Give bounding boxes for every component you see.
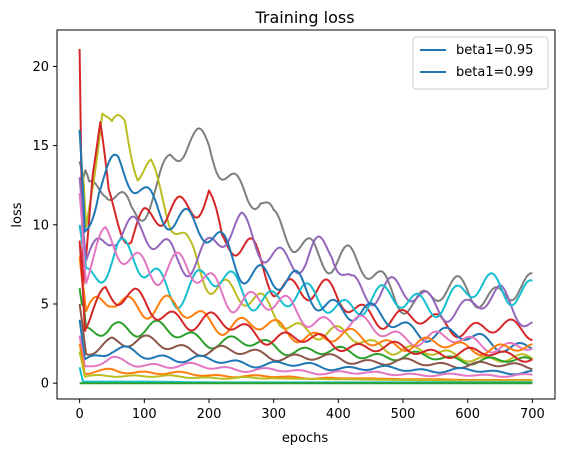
series-line	[78, 224, 533, 318]
x-axis-label: epochs	[282, 431, 329, 446]
legend-entry-label: beta1=0.95	[456, 43, 533, 58]
series-line	[78, 127, 533, 315]
x-axis-ticks: 0 100 200 300 400 500 600 700	[75, 399, 545, 422]
series-line	[78, 177, 533, 328]
x-tick-label: 100	[132, 407, 157, 422]
x-tick-label: 200	[197, 407, 222, 422]
y-axis-ticks: 0 5 10 15 20	[32, 60, 57, 392]
y-tick-label: 20	[32, 60, 49, 75]
series-line	[78, 129, 533, 353]
plot-frame	[56, 29, 556, 400]
y-tick-label: 10	[32, 218, 49, 233]
series-line	[78, 335, 533, 378]
legend: beta1=0.95 beta1=0.99	[412, 36, 549, 90]
y-axis-label: loss	[10, 202, 25, 227]
x-tick-label: 500	[391, 407, 416, 422]
series-line	[78, 351, 533, 382]
legend-box	[412, 36, 549, 90]
series-line	[78, 48, 533, 342]
legend-entry-label: beta1=0.99	[456, 65, 533, 80]
series-layer	[78, 48, 533, 385]
x-tick-label: 0	[75, 407, 83, 422]
series-line	[78, 256, 533, 357]
series-line	[78, 319, 533, 376]
chart-title: Training loss	[254, 8, 354, 27]
y-tick-label: 5	[41, 297, 49, 312]
x-tick-label: 400	[326, 407, 351, 422]
x-tick-label: 700	[520, 407, 545, 422]
series-line	[78, 112, 533, 363]
x-tick-label: 300	[261, 407, 286, 422]
y-tick-label: 0	[41, 377, 49, 392]
x-tick-label: 600	[455, 407, 480, 422]
y-tick-label: 15	[32, 139, 49, 154]
series-line	[78, 240, 533, 363]
